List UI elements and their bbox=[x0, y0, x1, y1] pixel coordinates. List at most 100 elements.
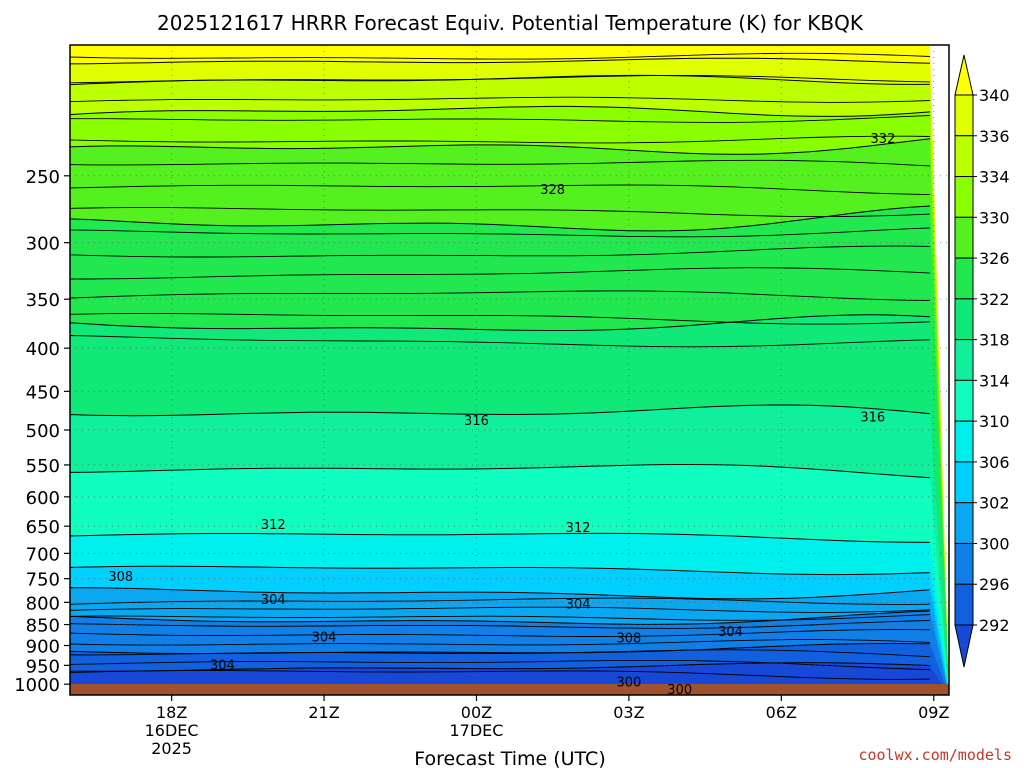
chart-title: 2025121617 HRRR Forecast Equiv. Potentia… bbox=[157, 11, 864, 35]
colorbar-label: 306 bbox=[979, 453, 1010, 472]
colorbar-segment bbox=[954, 420, 974, 463]
y-tick-label: 300 bbox=[26, 234, 60, 255]
contour-label: 304 bbox=[261, 593, 286, 608]
contour-line bbox=[70, 639, 931, 646]
contour-line bbox=[70, 105, 931, 117]
contour-line bbox=[70, 57, 931, 65]
y-tick-label: 900 bbox=[26, 637, 60, 658]
contour-line bbox=[70, 670, 931, 680]
x-tick-label: 06Z bbox=[766, 703, 797, 722]
contour-line bbox=[70, 205, 931, 232]
contour-line bbox=[70, 532, 931, 543]
contour-line bbox=[70, 335, 931, 348]
colorbar-label: 310 bbox=[979, 412, 1010, 431]
y-tick-label: 950 bbox=[26, 656, 60, 677]
contour-line bbox=[70, 75, 931, 84]
contour-line bbox=[70, 314, 931, 331]
y-tick-label: 750 bbox=[26, 570, 60, 591]
colorbar-label: 302 bbox=[979, 494, 1010, 513]
colorbar-segment bbox=[954, 339, 974, 381]
contour-line bbox=[70, 184, 931, 196]
colorbar-label: 322 bbox=[979, 290, 1010, 309]
y-tick-label: 850 bbox=[26, 616, 60, 637]
colorbar-label: 296 bbox=[979, 575, 1010, 594]
contour-label: 304 bbox=[566, 598, 591, 613]
y-tick-label: 500 bbox=[26, 421, 60, 442]
contour-label: 308 bbox=[616, 632, 641, 647]
contour-line bbox=[70, 135, 931, 144]
credit-text: coolwx.com/models bbox=[858, 746, 1012, 764]
x-tick-label: 21Z bbox=[308, 703, 339, 722]
x-axis-label: Forecast Time (UTC) bbox=[414, 748, 605, 768]
colorbar-segment bbox=[954, 461, 974, 504]
y-tick-label: 550 bbox=[26, 456, 60, 477]
y-tick-label: 350 bbox=[26, 290, 60, 311]
axes: 2503003504004505005506006507007508008509… bbox=[14, 44, 950, 758]
colorbar-segment bbox=[954, 583, 974, 626]
x-tick-label: 09Z bbox=[918, 703, 949, 722]
grid bbox=[70, 45, 949, 695]
contour-label: 304 bbox=[312, 630, 337, 645]
colorbar-label: 330 bbox=[979, 208, 1010, 227]
colorbar-segment bbox=[954, 94, 974, 137]
y-tick-label: 600 bbox=[26, 488, 60, 509]
ground-strip bbox=[70, 684, 949, 695]
colorbar-segment bbox=[954, 257, 974, 300]
y-tick-label: 650 bbox=[26, 517, 60, 538]
contour-label: 300 bbox=[667, 683, 692, 698]
contour-line bbox=[70, 659, 931, 671]
contour-line bbox=[70, 606, 931, 613]
contour-line bbox=[70, 207, 931, 218]
contour-line bbox=[70, 159, 931, 167]
contour-line bbox=[70, 227, 931, 238]
contour-label: 328 bbox=[540, 183, 565, 198]
plot-area: 332 328 316 316 312 312 308 304 304 304 308 304 304 3… bbox=[70, 45, 949, 698]
y-tick-label: 700 bbox=[26, 544, 60, 565]
contour-label: 316 bbox=[860, 410, 885, 425]
contour-line bbox=[70, 464, 931, 479]
y-tick-label: 800 bbox=[26, 593, 60, 614]
contour-line bbox=[70, 267, 931, 280]
colorbar-label: 300 bbox=[979, 534, 1010, 553]
x-tick-label: 00Z bbox=[461, 703, 492, 722]
contour-label: 316 bbox=[464, 414, 489, 429]
contour-label: 308 bbox=[108, 570, 133, 585]
contour-line bbox=[70, 290, 931, 301]
x-tick-date: 17DEC bbox=[449, 721, 503, 740]
contour-line bbox=[70, 614, 931, 621]
contour-line bbox=[70, 649, 931, 658]
colorbar-label: 318 bbox=[979, 331, 1010, 350]
contour-label: 312 bbox=[261, 518, 286, 533]
colorbar: 340 336 334 330 326 322 318 314 310 306 302 300 296 2… bbox=[954, 54, 1010, 668]
colorbar-label: 340 bbox=[979, 86, 1010, 105]
colorbar-segment bbox=[954, 298, 974, 341]
colorbar-segment bbox=[954, 176, 974, 218]
colorbar-segment bbox=[954, 216, 974, 259]
plot-frame bbox=[69, 44, 950, 696]
colorbar-arrow-top bbox=[954, 54, 974, 96]
contour-line bbox=[70, 96, 931, 103]
contour-line bbox=[70, 245, 931, 258]
colorbar-label: 292 bbox=[979, 616, 1010, 635]
contour-line bbox=[70, 312, 931, 325]
contour-line bbox=[70, 620, 931, 629]
y-tick-label: 1000 bbox=[14, 675, 60, 696]
contour-line bbox=[70, 115, 931, 123]
colorbar-segment bbox=[954, 502, 974, 544]
contour-line bbox=[70, 597, 931, 605]
colorbar-segment bbox=[954, 379, 974, 422]
y-tick-label: 450 bbox=[26, 382, 60, 403]
contour-line bbox=[70, 587, 931, 600]
colorbar-segment bbox=[954, 542, 974, 585]
contour-field bbox=[70, 45, 949, 695]
contour-line bbox=[70, 138, 931, 155]
contour-label: 300 bbox=[616, 675, 641, 690]
colorbar-label: 334 bbox=[979, 168, 1010, 187]
contour-label: 304 bbox=[718, 625, 743, 640]
x-tick-date: 16DEC bbox=[145, 721, 199, 740]
x-tick-label: 18Z bbox=[156, 703, 187, 722]
contour-line bbox=[70, 565, 931, 576]
colorbar-label: 336 bbox=[979, 127, 1010, 146]
